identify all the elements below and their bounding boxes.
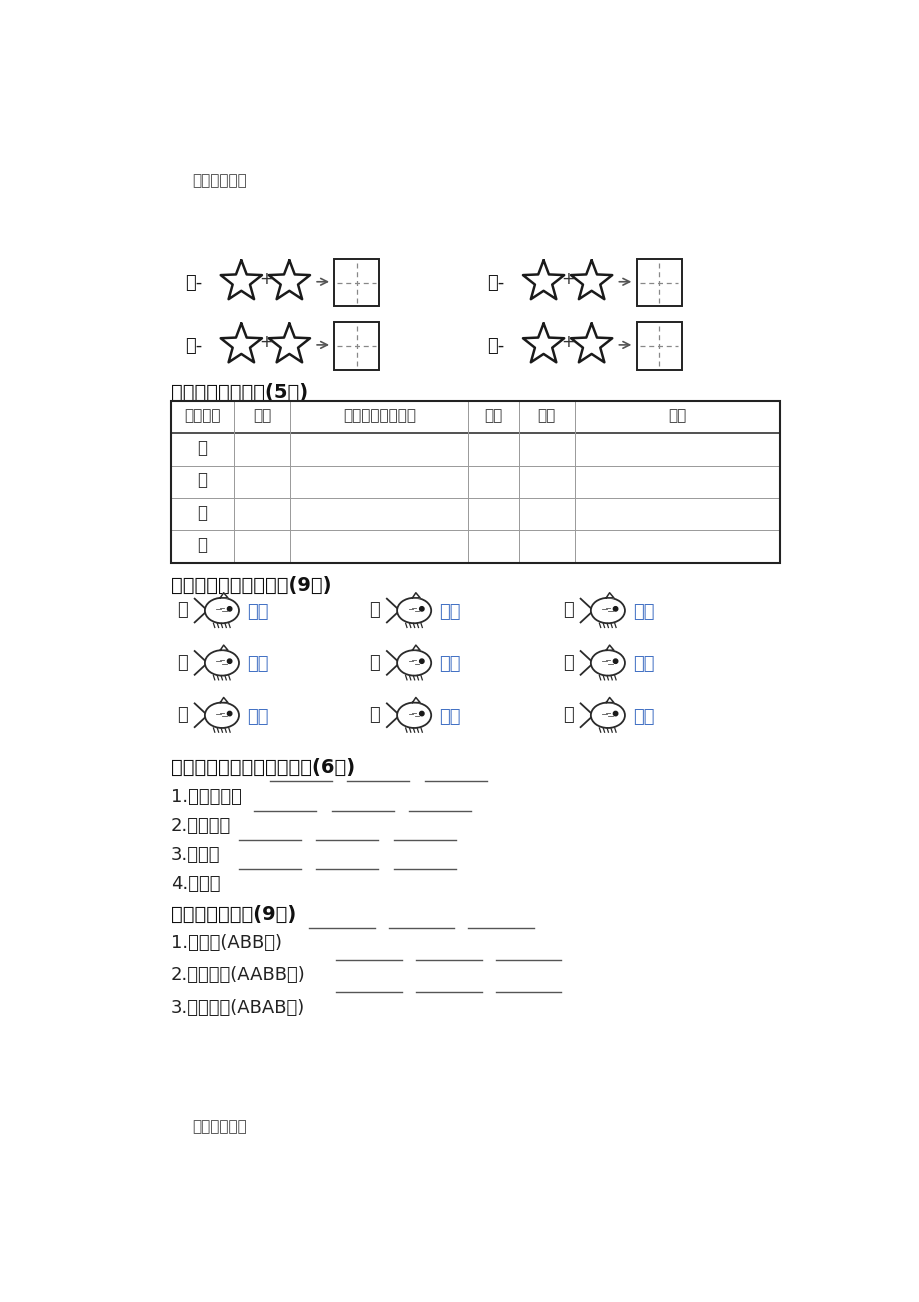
Text: 帆船: 帆船 bbox=[632, 603, 653, 621]
Text: +: + bbox=[259, 333, 273, 352]
Text: 除部首外的笔画数: 除部首外的笔画数 bbox=[343, 409, 415, 423]
Bar bbox=[334, 322, 379, 370]
Text: +: + bbox=[561, 271, 574, 288]
Text: 一: 一 bbox=[562, 654, 573, 672]
Polygon shape bbox=[220, 592, 228, 598]
Text: 2.许许多多(AABB式): 2.许许多多(AABB式) bbox=[171, 966, 305, 984]
Text: 音序: 音序 bbox=[484, 409, 502, 423]
Text: 组词: 组词 bbox=[667, 409, 686, 423]
Text: 队旗: 队旗 bbox=[246, 707, 268, 725]
Text: 鱼塘: 鱼塘 bbox=[246, 655, 268, 673]
Text: 一: 一 bbox=[369, 706, 380, 724]
Text: 1.喜洋洋(ABB式): 1.喜洋洋(ABB式) bbox=[171, 934, 281, 952]
Text: 石桥: 石桥 bbox=[246, 603, 268, 621]
Text: 一: 一 bbox=[176, 602, 187, 620]
Text: 铜号: 铜号 bbox=[632, 707, 653, 725]
Circle shape bbox=[227, 711, 232, 716]
Ellipse shape bbox=[205, 703, 239, 728]
Text: 花园: 花园 bbox=[632, 655, 653, 673]
Polygon shape bbox=[220, 698, 228, 703]
Polygon shape bbox=[606, 698, 613, 703]
Text: 4.兽类：: 4.兽类： bbox=[171, 875, 220, 893]
Ellipse shape bbox=[397, 703, 431, 728]
Text: 3.极小极小(ABAB式): 3.极小极小(ABAB式) bbox=[171, 999, 305, 1017]
Text: 部首: 部首 bbox=[253, 409, 271, 423]
Bar bbox=[334, 259, 379, 306]
Polygon shape bbox=[412, 698, 420, 703]
Text: 一: 一 bbox=[562, 602, 573, 620]
Text: +: + bbox=[259, 271, 273, 288]
Text: 七、按要求写出各类词语。(6分): 七、按要求写出各类词语。(6分) bbox=[171, 758, 355, 777]
Text: 五、查字典填空。(5分): 五、查字典填空。(5分) bbox=[171, 383, 308, 402]
Bar bbox=[636, 259, 681, 306]
Ellipse shape bbox=[590, 650, 624, 676]
Text: 八、仿写词语。(9分): 八、仿写词语。(9分) bbox=[171, 905, 296, 923]
Polygon shape bbox=[412, 592, 420, 598]
Text: 次-: 次- bbox=[486, 273, 504, 292]
Text: 翠竹: 翠竹 bbox=[438, 707, 460, 725]
Text: 雁: 雁 bbox=[198, 439, 208, 457]
Text: 要查的字: 要查的字 bbox=[184, 409, 221, 423]
Text: 读音: 读音 bbox=[537, 409, 555, 423]
Polygon shape bbox=[412, 644, 420, 650]
Circle shape bbox=[419, 607, 424, 611]
Polygon shape bbox=[606, 644, 613, 650]
Text: 教育教学咨询: 教育教学咨询 bbox=[192, 1118, 247, 1134]
Text: 军: 军 bbox=[198, 504, 208, 522]
Text: +: + bbox=[561, 333, 574, 352]
Text: 园: 园 bbox=[198, 536, 208, 555]
Text: 洞-: 洞- bbox=[185, 273, 202, 292]
Circle shape bbox=[613, 659, 618, 664]
Ellipse shape bbox=[205, 598, 239, 624]
Ellipse shape bbox=[205, 650, 239, 676]
Circle shape bbox=[613, 607, 618, 611]
Text: 稻田: 稻田 bbox=[438, 603, 460, 621]
Text: 2.树木类：: 2.树木类： bbox=[171, 816, 231, 835]
Text: 海鸥: 海鸥 bbox=[438, 655, 460, 673]
Bar bbox=[171, 401, 779, 562]
Text: 教育教学咨询: 教育教学咨询 bbox=[192, 173, 247, 189]
Polygon shape bbox=[220, 644, 228, 650]
Circle shape bbox=[419, 659, 424, 664]
Text: 一: 一 bbox=[562, 706, 573, 724]
Bar bbox=[636, 322, 681, 370]
Circle shape bbox=[613, 711, 618, 716]
Ellipse shape bbox=[397, 650, 431, 676]
Polygon shape bbox=[606, 592, 613, 598]
Text: 棉-: 棉- bbox=[486, 337, 504, 355]
Text: 一: 一 bbox=[176, 706, 187, 724]
Text: 爸-: 爸- bbox=[185, 337, 202, 355]
Circle shape bbox=[227, 659, 232, 664]
Text: 一: 一 bbox=[369, 654, 380, 672]
Text: 一: 一 bbox=[176, 654, 187, 672]
Text: 1.农事活动：: 1.农事活动： bbox=[171, 788, 242, 806]
Circle shape bbox=[419, 711, 424, 716]
Text: 肥: 肥 bbox=[198, 471, 208, 490]
Circle shape bbox=[227, 607, 232, 611]
Text: 六、填上合适的量词。(9分): 六、填上合适的量词。(9分) bbox=[171, 575, 331, 595]
Text: 3.鸟类：: 3.鸟类： bbox=[171, 846, 220, 865]
Ellipse shape bbox=[590, 598, 624, 624]
Text: 一: 一 bbox=[369, 602, 380, 620]
Ellipse shape bbox=[397, 598, 431, 624]
Ellipse shape bbox=[590, 703, 624, 728]
